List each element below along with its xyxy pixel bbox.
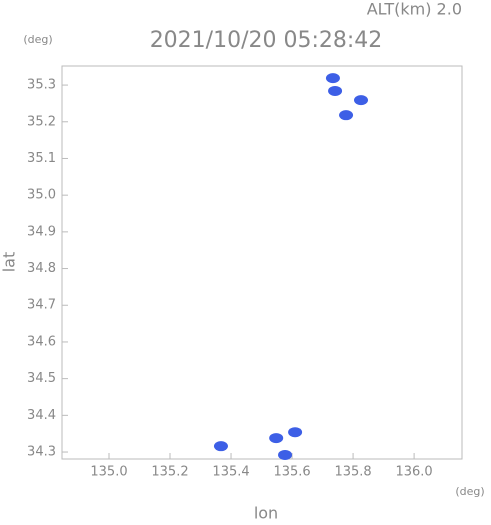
echo-cell xyxy=(328,85,343,96)
echo-cell xyxy=(288,427,303,438)
echo-cell xyxy=(325,73,340,84)
echo-cell xyxy=(213,441,228,452)
echo-cell xyxy=(354,95,369,106)
y-axis-label: lat xyxy=(0,252,19,273)
y-tick-label: 35.2 xyxy=(27,114,56,129)
x-tick-label: 135.6 xyxy=(273,465,310,480)
y-tick-label: 34.6 xyxy=(27,334,56,349)
x-tick-label: 135.8 xyxy=(334,465,371,480)
x-tick-label: 135.4 xyxy=(212,465,249,480)
plot-frame xyxy=(61,65,463,460)
x-axis-label: lon xyxy=(254,504,278,522)
y-tick-label: 34.4 xyxy=(27,408,56,423)
y-tick-label: 35.3 xyxy=(27,78,56,93)
x-tick-label: 135.2 xyxy=(151,465,188,480)
timestamp: 2021/10/20 05:28:42 xyxy=(150,28,383,53)
x-tick-label: 135.0 xyxy=(90,465,127,480)
y-tick-label: 34.3 xyxy=(27,445,56,460)
y-tick-label: 34.5 xyxy=(27,371,56,386)
altitude-label: ALT(km) 2.0 xyxy=(367,0,462,19)
echo-cell xyxy=(278,449,293,460)
y-tick-label: 34.8 xyxy=(27,261,56,276)
y-unit: (deg) xyxy=(23,33,52,46)
y-tick-label: 34.7 xyxy=(27,298,56,313)
y-tick-label: 35.1 xyxy=(27,151,56,166)
y-tick-label: 34.9 xyxy=(27,224,56,239)
x-tick-label: 136.0 xyxy=(395,465,432,480)
echo-cell xyxy=(339,110,354,121)
echo-cell xyxy=(269,433,284,444)
x-unit: (deg) xyxy=(455,485,484,498)
y-tick-label: 35.0 xyxy=(27,188,56,203)
